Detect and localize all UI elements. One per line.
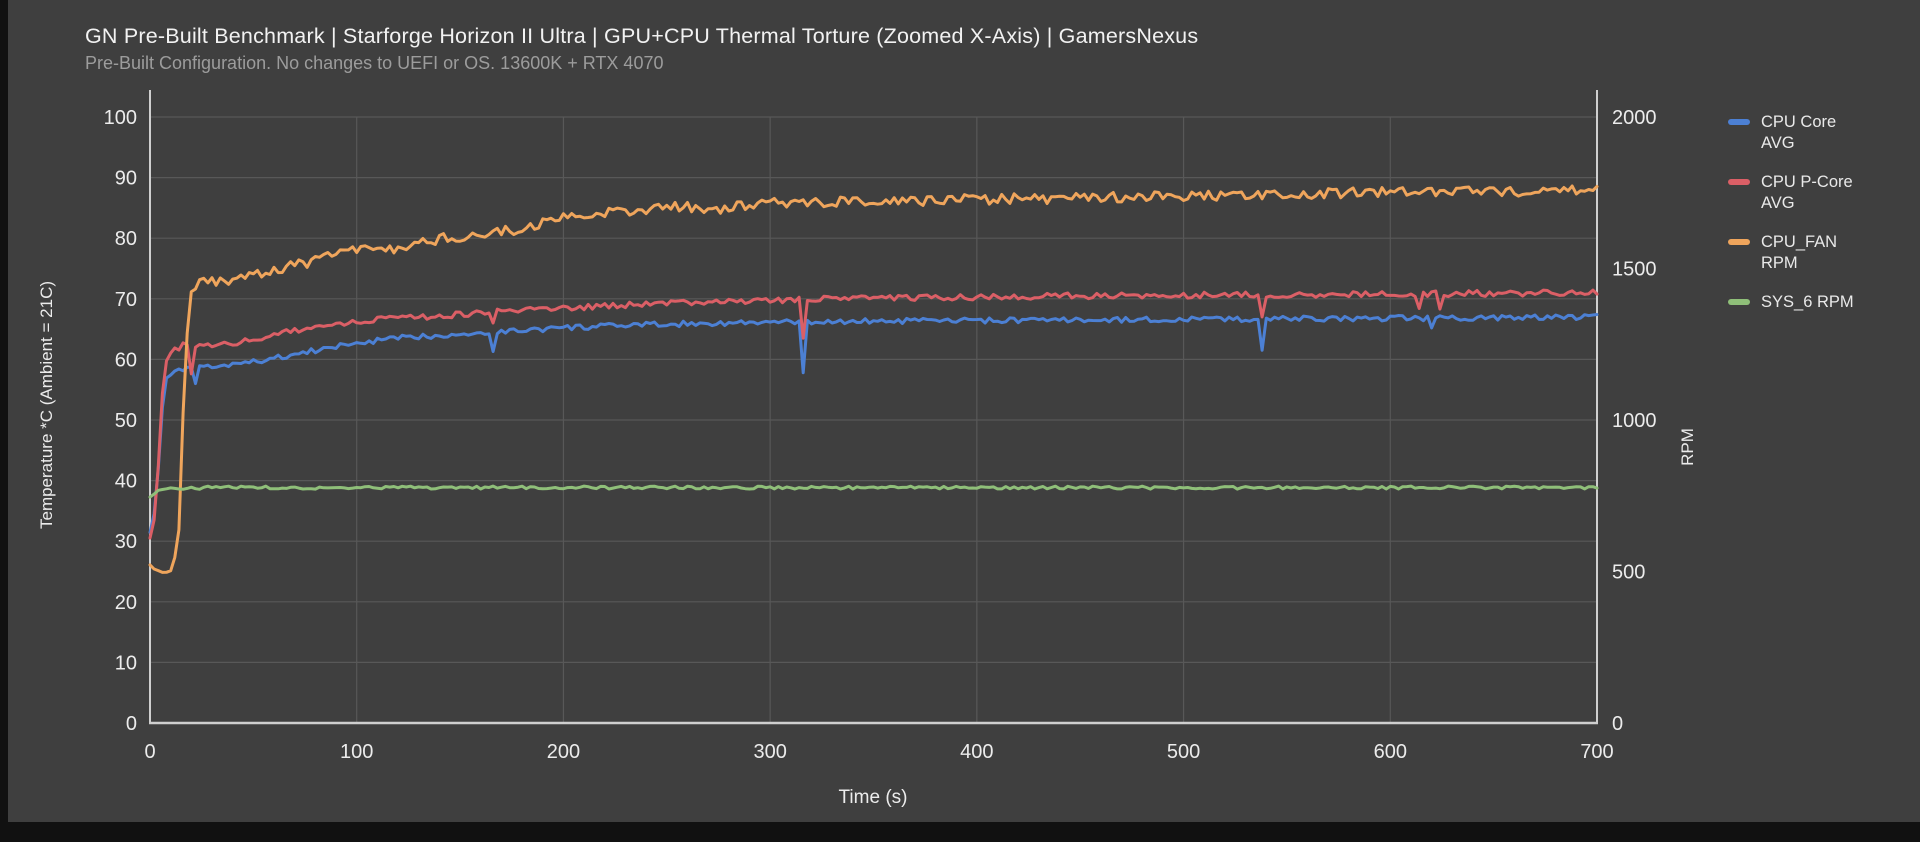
x-axis-tick-label: 0 [144,741,155,763]
chart-title: GN Pre-Built Benchmark | Starforge Horiz… [85,24,1199,48]
y-axis-left-tick-label: 10 [115,652,137,674]
y-axis-left-tick-label: 70 [115,289,137,311]
x-axis-tick-label: 100 [340,741,373,763]
y-axis-left-tick-label: 40 [115,471,137,493]
screen-edge-bottom [0,822,1920,842]
legend-swatch-icon [1728,239,1750,245]
series-line-cpu-p-core-avg [148,288,1599,540]
y-axis-right-tick-label: 2000 [1612,107,1657,129]
x-axis-tick-label: 200 [547,741,580,763]
x-axis-tick-label: 700 [1580,741,1613,763]
x-axis-tick-label: 500 [1167,741,1200,763]
legend-item: CPU_FAN RPM [1728,232,1898,274]
y-axis-left-tick-label: 60 [115,349,137,371]
x-axis-tick-label: 400 [960,741,993,763]
y-axis-left-tick-label: 90 [115,168,137,190]
legend-label: CPU P-Core AVG [1761,173,1853,212]
chart-subtitle: Pre-Built Configuration. No changes to U… [85,53,664,73]
y-axis-left-tick-label: 100 [104,107,137,129]
legend-label: CPU Core AVG [1761,113,1837,152]
legend-item: SYS_6 RPM [1728,292,1898,313]
legend-swatch-icon [1728,179,1750,185]
series-line-cpu-core-avg [148,313,1599,534]
legend-item: CPU Core AVG [1728,112,1898,154]
y-axis-left-tick-label: 30 [115,531,137,553]
y-axis-left-tick-label: 50 [115,410,137,432]
legend-swatch-icon [1728,299,1750,305]
legend: CPU Core AVG CPU P-Core AVG CPU_FAN RPM SYS… [1728,112,1898,313]
y-axis-left-tick-label: 80 [115,228,137,250]
legend-label: CPU_FAN RPM [1761,233,1838,272]
x-axis-title: Time (s) [838,787,908,808]
y-axis-right-tick-label: 500 [1612,562,1645,584]
series-line-cpu-fan-rpm [148,184,1599,574]
x-axis-tick-label: 600 [1374,741,1407,763]
legend-swatch-icon [1728,119,1750,125]
screen-edge-left [0,0,8,842]
y-axis-left-tick-label: 0 [126,713,137,735]
legend-label: SYS_6 RPM [1761,293,1854,311]
legend-item: CPU P-Core AVG [1728,172,1898,214]
x-axis-tick-label: 300 [753,741,786,763]
y-axis-left-tick-label: 20 [115,592,137,614]
y-axis-right-tick-label: 0 [1612,713,1623,735]
series-line-sys-6-rpm [148,484,1599,499]
y-axis-right-tick-label: 1500 [1612,259,1657,281]
y-axis-right-tick-label: 1000 [1612,410,1657,432]
